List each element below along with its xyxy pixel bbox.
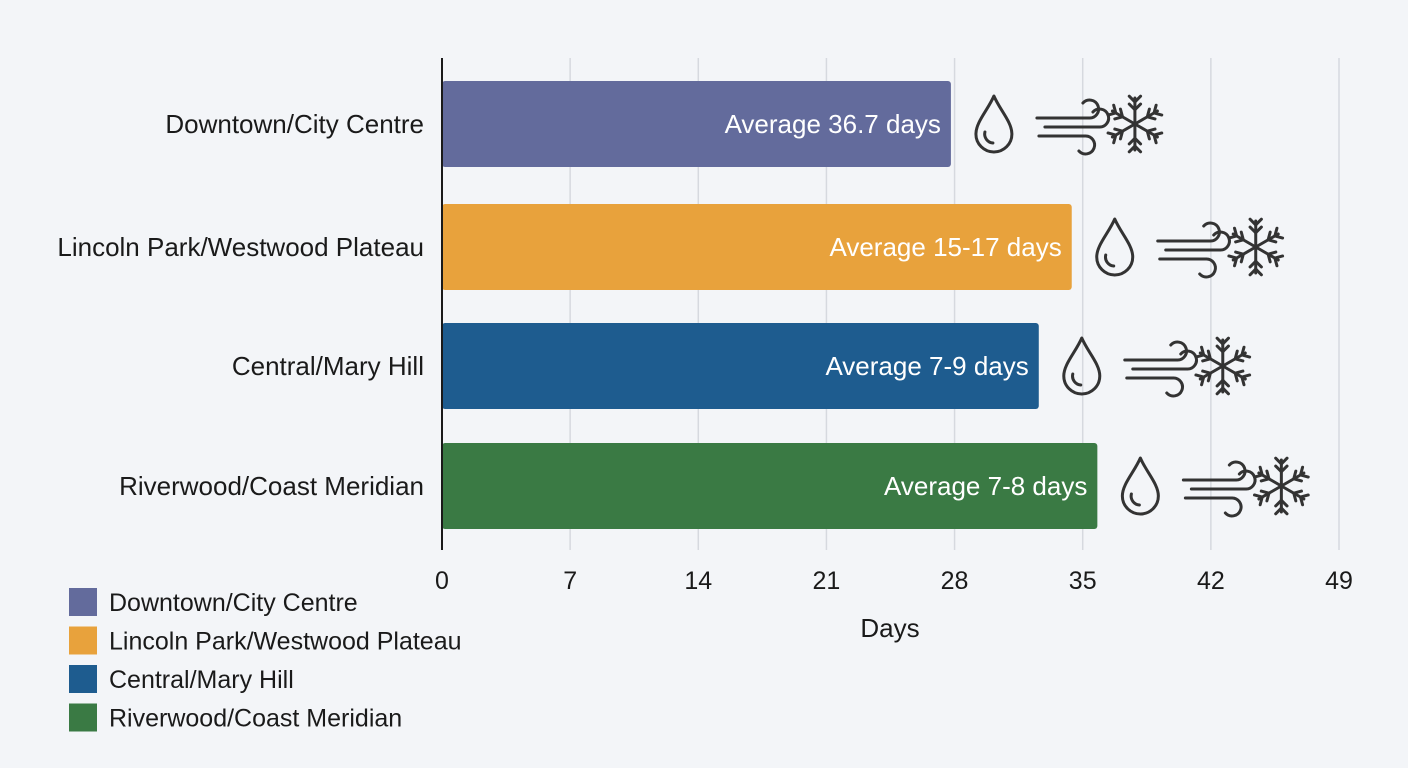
snowflake-icon [1252, 456, 1310, 516]
x-tick-label: 28 [941, 567, 969, 595]
x-tick-label: 42 [1197, 567, 1225, 595]
water-drop-icon [974, 94, 1014, 154]
snowflake-icon [1227, 217, 1285, 277]
legend: Downtown/City Centre Lincoln Park/Westwoo… [69, 588, 462, 733]
category-label: Central/Mary Hill [232, 351, 424, 381]
legend-swatch [69, 626, 97, 655]
wind-icon [1035, 98, 1111, 156]
x-tick-label: 35 [1069, 567, 1097, 595]
bar-label: Average 15-17 days [829, 232, 1061, 262]
axes: 0 7 14 21 28 35 42 49 Days [435, 58, 1353, 643]
legend-swatch [69, 703, 97, 732]
wind-icon [1123, 340, 1198, 398]
legend-label: Downtown/City Centre [109, 589, 358, 617]
bars: Average 36.7 days Downtown/City Centre Ave… [57, 81, 1098, 529]
category-label: Riverwood/Coast Meridian [119, 471, 424, 501]
wind-icon [1156, 221, 1231, 279]
legend-label: Lincoln Park/Westwood Plateau [109, 628, 462, 656]
x-axis-title: Days [860, 613, 919, 643]
bar-label: Average 36.7 days [725, 109, 941, 139]
category-label: Lincoln Park/Westwood Plateau [57, 232, 424, 262]
snowflake-icon [1106, 94, 1164, 154]
bar-label: Average 7-8 days [884, 471, 1087, 501]
legend-label: Central/Mary Hill [109, 666, 294, 694]
x-tick-label: 21 [813, 567, 841, 595]
bar [442, 443, 1098, 529]
bar [442, 323, 1039, 409]
x-tick-label: 0 [435, 567, 449, 595]
water-drop-icon [1095, 217, 1135, 277]
x-tick-label: 49 [1325, 567, 1353, 595]
weather-icons [974, 94, 1310, 518]
bar-label: Average 7-9 days [825, 351, 1028, 381]
x-tick-label: 14 [684, 567, 712, 595]
snowflake-icon [1194, 336, 1252, 396]
water-drop-icon [1062, 336, 1102, 396]
legend-label: Riverwood/Coast Meridian [109, 705, 402, 733]
legend-swatch [69, 665, 97, 693]
bar [442, 81, 951, 167]
bar [442, 204, 1072, 290]
x-tick-label: 7 [563, 567, 577, 595]
category-label: Downtown/City Centre [165, 109, 424, 139]
wind-icon [1181, 460, 1257, 518]
water-drop-icon [1120, 456, 1160, 516]
legend-swatch [69, 588, 97, 616]
